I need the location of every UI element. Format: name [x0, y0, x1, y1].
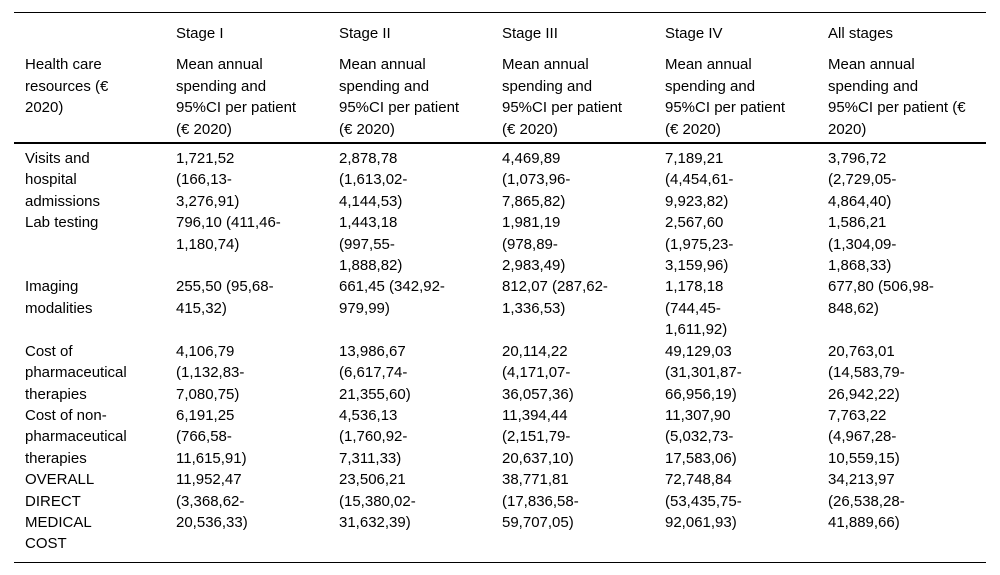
subheader-stage-2: Mean annual spending and 95%CI per patie… [339, 56, 460, 138]
subheader-stage-3: Mean annual spending and 95%CI per patie… [502, 56, 623, 138]
cell: 7,763,22 (4,967,28- 10,559,15) [828, 406, 900, 467]
table-row-pharmaceutical-therapies: Cost of pharmaceutical therapies 4,106,7… [14, 341, 986, 405]
cell: 1,586,21 (1,304,09- 1,868,33) [828, 214, 897, 275]
cell: 3,796,72 (2,729,05- 4,864,40) [828, 150, 897, 210]
row-label: Lab testing [25, 214, 99, 232]
subheader-stage-4: Mean annual spending and 95%CI per patie… [665, 56, 786, 138]
table-row-lab-testing: Lab testing 796,10 (411,46- 1,180,74) 1,… [14, 212, 986, 276]
stage-header-row: Stage I Stage II Stage III Stage IV All … [14, 13, 986, 55]
cell: 661,45 (342,92- 979,99) [339, 278, 445, 317]
cell: 4,469,89 (1,073,96- 7,865,82) [502, 150, 571, 210]
corner-empty-cell [14, 13, 176, 55]
row-label: Imaging modalities [25, 278, 93, 317]
stage-header-stage-1: Stage I [176, 25, 224, 42]
stage-header-stage-3: Stage III [502, 25, 558, 42]
cell: 255,50 (95,68- 415,32) [176, 278, 274, 317]
cell: 7,189,21 (4,454,61- 9,923,82) [665, 150, 734, 210]
health-care-cost-table: Stage I Stage II Stage III Stage IV All … [14, 12, 986, 563]
cell: 4,536,13 (1,760,92- 7,311,33) [339, 406, 408, 467]
cell: 11,952,47 (3,368,62- 20,536,33) [176, 471, 248, 531]
cost-table-container: Stage I Stage II Stage III Stage IV All … [14, 12, 986, 563]
subheader-all-stages: Mean annual spending and 95%CI per patie… [828, 56, 966, 138]
cell: 38,771,81 (17,836,58- 59,707,05) [502, 471, 579, 531]
cell: 20,763,01 (14,583,79- 26,942,22) [828, 342, 905, 403]
cell: 20,114,22 (4,171,07- 36,057,36) [502, 342, 574, 403]
cell: 6,191,25 (766,58- 11,615,91) [176, 406, 247, 467]
cell: 677,80 (506,98- 848,62) [828, 278, 934, 317]
row-label: Cost of pharmaceutical therapies [25, 342, 127, 403]
table-header: Stage I Stage II Stage III Stage IV All … [14, 13, 986, 144]
cell: 2,567,60 (1,975,23- 3,159,96) [665, 214, 734, 275]
table-row-imaging-modalities: Imaging modalities 255,50 (95,68- 415,32… [14, 276, 986, 340]
cell: 72,748,84 (53,435,75- 92,061,93) [665, 471, 742, 531]
corner-label: Health care resources (€ 2020) [25, 56, 109, 117]
stage-header-stage-2: Stage II [339, 25, 391, 42]
cell: 13,986,67 (6,617,74- 21,355,60) [339, 342, 411, 403]
row-label: Visits and hospital admissions [25, 150, 101, 210]
cell: 1,178,18 (744,45- 1,611,92) [665, 278, 728, 339]
cell: 34,213,97 (26,538,28- 41,889,66) [828, 471, 905, 531]
cell: 4,106,79 (1,132,83- 7,080,75) [176, 342, 245, 403]
cell: 11,307,90 (5,032,73- 17,583,06) [665, 406, 737, 467]
table-row-visits-admissions: Visits and hospital admissions 1,721,52 … [14, 143, 986, 212]
stage-header-stage-4: Stage IV [665, 25, 723, 42]
row-label: OVERALL DIRECT MEDICAL COST [25, 471, 95, 553]
table-body: Visits and hospital admissions 1,721,52 … [14, 143, 986, 562]
cell: 1,981,19 (978,89- 2,983,49) [502, 214, 566, 275]
row-label: Cost of non- pharmaceutical therapies [25, 406, 127, 467]
subheader-row: Health care resources (€ 2020) Mean annu… [14, 54, 986, 143]
cell: 812,07 (287,62- 1,336,53) [502, 278, 608, 317]
cell: 49,129,03 (31,301,87- 66,956,19) [665, 342, 742, 403]
cell: 796,10 (411,46- 1,180,74) [176, 214, 281, 253]
table-row-overall-direct-medical-cost: OVERALL DIRECT MEDICAL COST 11,952,47 (3… [14, 469, 986, 562]
cell: 11,394,44 (2,151,79- 20,637,10) [502, 406, 574, 467]
table-row-non-pharmaceutical-therapies: Cost of non- pharmaceutical therapies 6,… [14, 405, 986, 469]
stage-header-all-stages: All stages [828, 25, 894, 42]
cell: 23,506,21 (15,380,02- 31,632,39) [339, 471, 416, 531]
subheader-stage-1: Mean annual spending and 95%CI per patie… [176, 56, 297, 138]
cell: 1,721,52 (166,13- 3,276,91) [176, 150, 240, 210]
cell: 1,443,18 (997,55- 1,888,82) [339, 214, 403, 275]
cell: 2,878,78 (1,613,02- 4,144,53) [339, 150, 408, 210]
